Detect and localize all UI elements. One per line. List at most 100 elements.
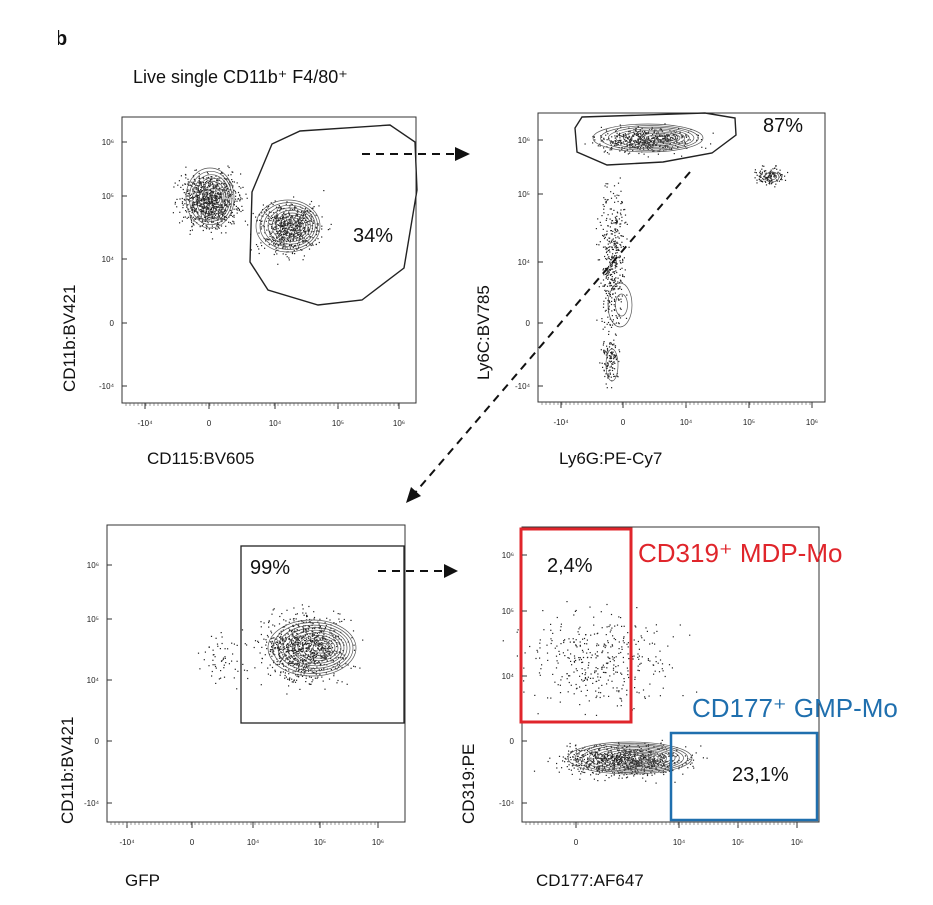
cell-event	[271, 666, 274, 669]
contour-line	[209, 190, 221, 206]
cell-event	[242, 209, 244, 211]
cell-event	[304, 635, 306, 637]
cell-event	[324, 656, 326, 658]
cell-event	[207, 198, 209, 200]
cell-event	[274, 671, 276, 673]
cell-event	[229, 181, 231, 183]
cell-event	[215, 181, 217, 184]
cell-event	[599, 772, 601, 774]
cell-event	[598, 747, 601, 750]
cell-event	[609, 285, 611, 287]
cell-event	[191, 204, 193, 206]
cell-event	[296, 633, 298, 635]
cell-event	[242, 186, 244, 188]
cell-event	[304, 629, 306, 631]
cell-event	[197, 205, 199, 207]
cell-event	[613, 361, 615, 363]
cell-event	[255, 216, 257, 218]
cell-event	[640, 144, 642, 147]
cell-event	[203, 183, 205, 185]
cell-event	[329, 647, 332, 649]
cell-event	[307, 647, 310, 649]
cell-event	[616, 246, 618, 248]
contour-line	[317, 645, 327, 651]
cell-event	[208, 646, 210, 648]
cell-event	[328, 653, 330, 655]
cell-event	[306, 614, 308, 616]
cell-event	[621, 216, 623, 218]
cell-event	[664, 756, 667, 758]
cell-event	[206, 210, 208, 212]
cell-event	[614, 216, 616, 218]
cell-event	[599, 145, 601, 147]
cell-event	[308, 669, 310, 671]
cell-event	[780, 178, 782, 181]
cell-event	[220, 196, 222, 198]
cell-event	[330, 640, 333, 642]
cell-event	[326, 639, 328, 641]
cell-event	[208, 204, 210, 206]
cell-event	[651, 767, 653, 769]
cell-event	[603, 138, 605, 141]
cell-event	[221, 660, 223, 662]
cell-event	[614, 228, 616, 230]
cell-event	[233, 189, 235, 191]
cell-event	[193, 204, 195, 206]
cell-event	[204, 189, 206, 192]
y-tick-label: -10⁴	[515, 382, 531, 391]
cell-event	[593, 136, 595, 138]
cell-event	[647, 140, 649, 142]
cell-event	[616, 252, 618, 254]
contour-line	[282, 627, 348, 669]
cell-event	[285, 203, 287, 205]
cell-event	[224, 199, 226, 201]
cell-event	[621, 135, 623, 137]
cell-event	[288, 647, 290, 649]
cell-event	[293, 207, 296, 209]
cell-event	[613, 209, 615, 211]
cell-event	[301, 647, 303, 649]
cell-event	[597, 773, 599, 775]
cell-event	[263, 211, 265, 213]
cell-event	[347, 664, 349, 666]
cell-event	[610, 278, 612, 280]
cell-event	[289, 662, 291, 664]
cell-event	[316, 662, 318, 664]
cell-event	[195, 210, 197, 212]
cell-event	[194, 201, 196, 204]
cell-event	[606, 290, 608, 292]
cell-event	[259, 219, 261, 221]
cell-event	[305, 211, 307, 213]
cell-event	[212, 192, 214, 194]
cell-event	[294, 231, 296, 233]
cell-event	[673, 142, 675, 144]
cell-event	[606, 247, 608, 249]
cell-event	[334, 630, 336, 632]
cell-event	[278, 234, 280, 237]
cell-event	[614, 135, 616, 137]
cell-event	[647, 744, 649, 746]
cell-event	[607, 770, 610, 772]
cell-event	[317, 676, 319, 678]
cell-event	[673, 134, 675, 136]
cell-event	[615, 249, 617, 251]
cell-event	[761, 168, 763, 170]
cell-event	[600, 224, 602, 226]
cell-event	[213, 212, 215, 214]
cell-event	[180, 175, 182, 177]
cell-event	[581, 754, 583, 756]
cell-event	[657, 759, 659, 761]
cell-event	[618, 218, 620, 220]
cell-event	[662, 138, 664, 140]
cell-event	[267, 673, 269, 675]
cell-event	[666, 138, 668, 140]
cell-event	[306, 630, 308, 633]
cell-event	[570, 751, 572, 753]
cell-event	[309, 236, 311, 238]
cell-event	[645, 132, 647, 134]
cell-event	[659, 761, 661, 763]
cell-event	[626, 773, 628, 775]
cell-event	[632, 149, 634, 152]
cell-event	[637, 749, 639, 751]
cell-event	[653, 755, 655, 758]
